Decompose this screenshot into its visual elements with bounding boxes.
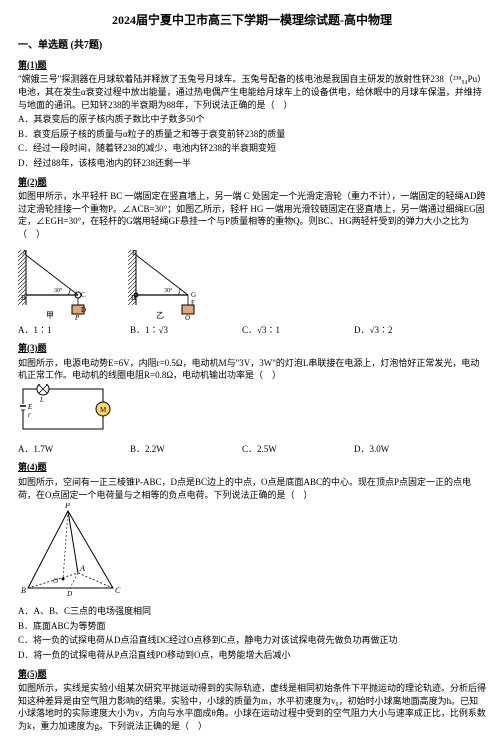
q4-body: 如图所示，空间有一正三棱锥P-ABC，D点是BC边上的中点，O点是底面ABC的中… (18, 476, 486, 501)
q1-optC: C．经过一段时间，随着钚238的减少，电池内钚238的半衰期变短 (18, 142, 486, 155)
q1-body: "嫦娥三号"探测器在月球软着陆并释放了玉兔号月球车。玉兔号配备的核电池是我国自主… (18, 73, 486, 111)
svg-text:B: B (21, 294, 26, 302)
svg-text:A: A (79, 564, 85, 573)
q2-body: 如图甲所示，水平轻杆 BC 一端固定在竖直墙上，另一端 C 处固定一个光滑定滑轮… (18, 190, 486, 240)
svg-text:E: E (27, 403, 33, 411)
q1-optD: D．经过88年，该核电池内的钚238还剩一半 (18, 157, 486, 170)
q3-optB: B．2.2W (130, 443, 242, 456)
q2-fig1: A B C D P 30° 甲 (18, 245, 108, 320)
svg-text:D: D (81, 306, 86, 314)
svg-text:Q: Q (185, 314, 190, 320)
svg-text:H: H (131, 294, 136, 302)
q1-head: 第(1)题 (18, 59, 486, 72)
q3-body: 如图所示，电源电动势E=6V，内阻r=0.5Ω，电动机M与"3V，3W"的灯泡L… (18, 357, 486, 382)
q2-options: A．1∶1 B．1∶√3 C．√3∶1 D．√3∶2 (18, 324, 486, 337)
svg-text:B: B (21, 586, 26, 595)
q3-head: 第(3)题 (18, 342, 486, 355)
q5-head: 第(5)题 (18, 668, 486, 681)
q4-optD: D．将一负的试探电荷从P点沿直线PO移动到O点，电势能增大后减小 (18, 649, 486, 662)
svg-text:30°: 30° (164, 287, 173, 294)
q2-optB: B．1∶√3 (130, 324, 242, 337)
svg-text:D: D (66, 590, 72, 598)
section-heading: 一、单选题 (共7题) (18, 39, 486, 53)
svg-text:F: F (191, 299, 195, 307)
svg-text:乙: 乙 (156, 311, 164, 320)
svg-text:甲: 甲 (46, 311, 54, 320)
q4-figure: P B C A O D (18, 503, 128, 603)
q4-options: A．A、B、C三点的电场强度相同 B．底面ABC为等势面 C．将一负的试探电荷从… (18, 605, 486, 661)
svg-text:r: r (28, 411, 31, 419)
q4-optA: A．A、B、C三点的电场强度相同 (18, 605, 486, 618)
q2-optA: A．1∶1 (18, 324, 130, 337)
q2-head: 第(2)题 (18, 176, 486, 189)
svg-text:P: P (64, 503, 70, 510)
q2-optC: C．√3∶1 (242, 324, 354, 337)
q1-optA: A．其衰变后的原子核内质子数比中子数多50个 (18, 113, 486, 126)
q3-optD: D．3.0W (354, 443, 466, 456)
svg-text:M: M (100, 406, 107, 414)
q3-circuit: L M E r (18, 384, 113, 439)
svg-text:A: A (22, 249, 27, 257)
svg-text:C: C (81, 291, 86, 299)
page-title: 2024届宁夏中卫市高三下学期一模理综试题-高中物理 (18, 12, 486, 29)
svg-text:C: C (115, 586, 121, 595)
svg-text:P: P (74, 314, 80, 320)
svg-text:30°: 30° (54, 287, 63, 294)
q4-optC: C．将一负的试探电荷从D点沿直线DC经过O点移到C点，静电力对该试探电荷先做负功… (18, 634, 486, 647)
svg-text:O: O (53, 577, 58, 585)
q2-figures: A B C D P 30° 甲 E H G F Q 30° 乙 (18, 245, 486, 320)
q1-options: A．其衰变后的原子核内质子数比中子数多50个 B．衰变后原子核的质量与α粒子的质… (18, 113, 486, 169)
q3-options: A．1.7W B．2.2W C．2.5W D．3.0W (18, 443, 486, 456)
svg-text:E: E (132, 249, 136, 257)
q1-optB: B．衰变后原子核的质量与α粒子的质量之和等于衰变前钚238的质量 (18, 128, 486, 141)
svg-text:G: G (191, 291, 196, 299)
q4-optB: B．底面ABC为等势面 (18, 620, 486, 633)
svg-text:L: L (39, 396, 44, 404)
q2-fig2: E H G F Q 30° 乙 (128, 245, 218, 320)
q2-optD: D．√3∶2 (354, 324, 466, 337)
q4-head: 第(4)题 (18, 461, 486, 474)
q5-body: 如图所示，实线是实验小组某次研究平抛运动得到的实际轨迹，虚线是相同初始条件下平抛… (18, 682, 486, 732)
q3-optA: A．1.7W (18, 443, 130, 456)
q3-optC: C．2.5W (242, 443, 354, 456)
